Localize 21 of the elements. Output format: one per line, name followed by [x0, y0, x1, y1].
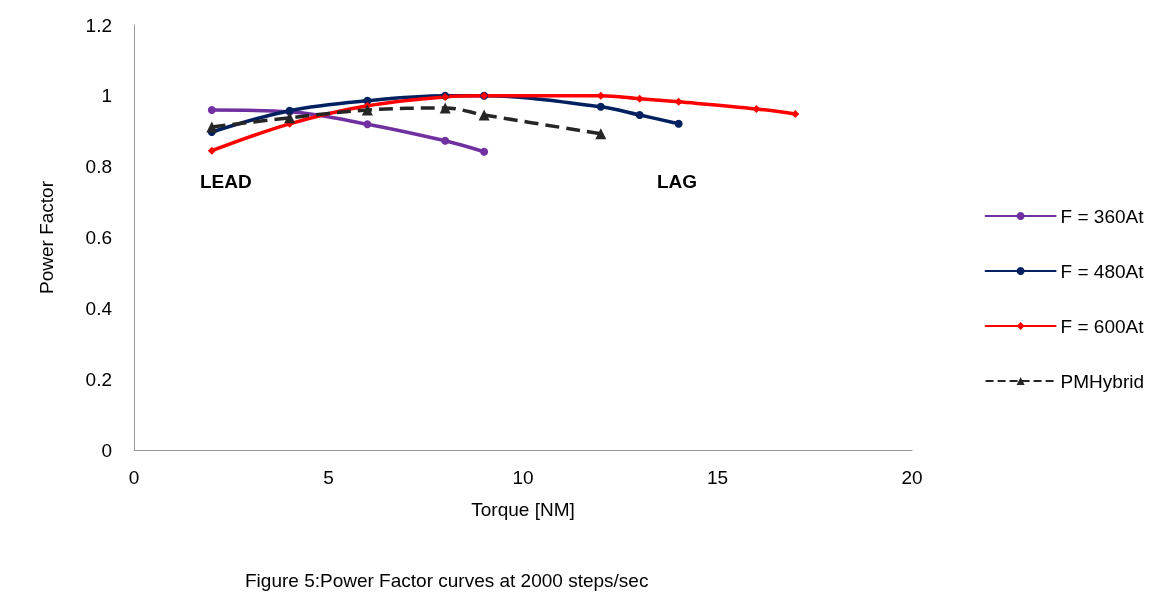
y-tick-label: 1.2 [85, 14, 112, 36]
annotation: LAG [657, 171, 698, 192]
x-tick-label: 15 [706, 467, 729, 488]
annotation: LEAD [200, 171, 252, 192]
legend-label: PMHybrid [1060, 370, 1144, 392]
y-tick-label: 0.2 [85, 368, 112, 390]
y-tick-label: 0.6 [85, 227, 112, 248]
y-tick-label: 1 [101, 85, 112, 107]
x-tick-label: 20 [901, 467, 923, 488]
x-axis-title: Torque [NM] [471, 499, 575, 520]
x-tick-label: 5 [323, 467, 334, 488]
y-tick-label: 0 [101, 439, 112, 461]
x-tick-label: 0 [128, 467, 140, 488]
legend-label: F = 480At [1060, 260, 1145, 282]
legend-label: F = 600At [1060, 315, 1145, 337]
legend-label: F = 360At [1060, 205, 1145, 227]
text: Figure 5:Power Factor curves at 2000 steps/sec [245, 570, 649, 591]
y-tick-label: 0.8 [85, 156, 112, 178]
y-axis-title: Power Factor [36, 180, 57, 294]
y-tick-label: 0.4 [85, 297, 113, 319]
x-tick-label: 10 [512, 467, 534, 488]
